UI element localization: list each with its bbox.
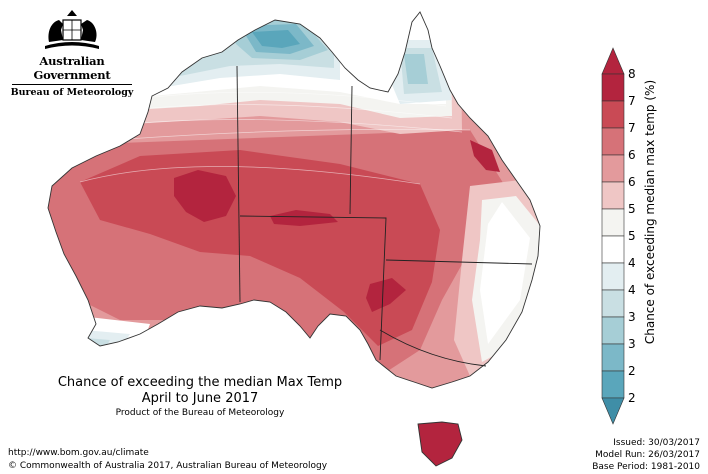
band-25-north bbox=[252, 30, 300, 48]
band-80-coast bbox=[470, 140, 500, 172]
legend-band bbox=[601, 127, 625, 156]
coastline bbox=[47, 11, 541, 467]
legend-tick-label: 80 bbox=[628, 67, 636, 81]
band-80-west bbox=[174, 170, 236, 222]
band-80-tas bbox=[410, 420, 470, 466]
legend-tick-label: 75 bbox=[628, 94, 636, 108]
legend-band bbox=[601, 100, 625, 129]
legend-band bbox=[601, 370, 625, 399]
legend-band bbox=[601, 289, 625, 318]
legend-band bbox=[601, 343, 625, 372]
band-80-centre bbox=[270, 210, 338, 226]
logo-divider bbox=[12, 84, 132, 85]
map-title: Chance of exceeding the median Max Temp … bbox=[30, 375, 370, 407]
base-period: Base Period: 1981-2010 bbox=[592, 462, 700, 472]
band-80-sa bbox=[366, 278, 406, 312]
band-50-east bbox=[480, 202, 530, 344]
legend-tick-label: 40 bbox=[628, 283, 636, 297]
legend-arrow-high bbox=[601, 47, 625, 75]
legend-tick-label: 35 bbox=[628, 310, 636, 324]
coat-of-arms-icon bbox=[45, 10, 99, 49]
issue-info: Issued: 30/03/2017 Model Run: 26/03/2017… bbox=[592, 437, 700, 473]
legend-tick-labels: 80 75 70 65 60 55 50 45 40 35 30 25 20 bbox=[628, 67, 636, 405]
legend-band bbox=[601, 154, 625, 183]
legend-band bbox=[601, 316, 625, 345]
legend-tick-label: 65 bbox=[628, 148, 636, 162]
copyright: © Commonwealth of Australia 2017, Austra… bbox=[8, 461, 328, 471]
legend-tick-label: 55 bbox=[628, 202, 636, 216]
legend-tick-label: 25 bbox=[628, 364, 636, 378]
legend-tick-label: 60 bbox=[628, 175, 636, 189]
product-note: Product of the Bureau of Meteorology bbox=[115, 408, 285, 418]
contour-lines bbox=[48, 91, 471, 185]
legend-tick-label: 45 bbox=[628, 256, 636, 270]
model-run-date: Model Run: 26/03/2017 bbox=[595, 450, 700, 460]
legend-colorbar: 80 75 70 65 60 55 50 45 40 35 30 25 20 bbox=[601, 47, 636, 425]
legend-tick-label: 50 bbox=[628, 229, 636, 243]
band-35-cape bbox=[404, 54, 428, 84]
climate-url: http://www.bom.gov.au/climate bbox=[8, 448, 149, 458]
legend-tick-label: 70 bbox=[628, 121, 636, 135]
legend-band bbox=[601, 181, 625, 210]
bureau-name: Bureau of Meteorology bbox=[10, 87, 134, 98]
government-logo: Australian Government Bureau of Meteorol… bbox=[8, 8, 136, 98]
legend-bands bbox=[601, 47, 625, 425]
legend-title: Chance of exceeding median max temp (%) bbox=[643, 79, 657, 345]
map-title-line2: April to June 2017 bbox=[141, 391, 259, 406]
band-40-sw bbox=[86, 338, 110, 350]
state-borders bbox=[236, 65, 533, 367]
legend-band bbox=[601, 208, 625, 237]
legend-band bbox=[601, 235, 625, 264]
legend-band bbox=[601, 262, 625, 291]
map-title-line1: Chance of exceeding the median Max Temp bbox=[57, 375, 343, 390]
org-name: Australian Government bbox=[33, 54, 111, 82]
legend-arrow-low bbox=[601, 397, 625, 425]
issued-date: Issued: 30/03/2017 bbox=[613, 438, 700, 448]
legend-band bbox=[601, 73, 625, 102]
legend-tick-label: 30 bbox=[628, 337, 636, 351]
legend-tick-label: 20 bbox=[628, 391, 636, 405]
